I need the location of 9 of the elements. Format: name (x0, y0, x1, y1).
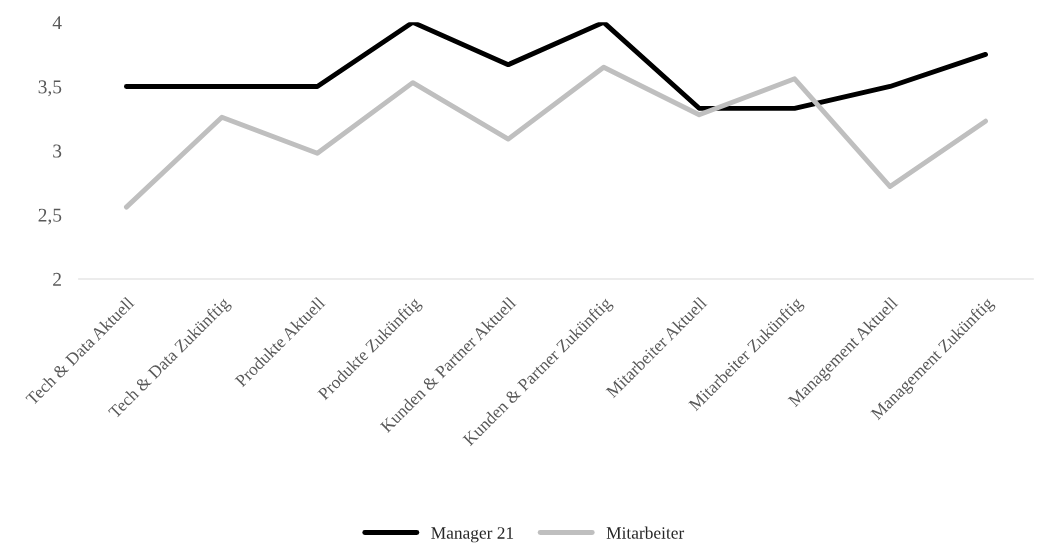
y-tick-label: 3 (53, 144, 62, 158)
line-series (123, 22, 988, 111)
legend-label: Manager 21 (431, 527, 514, 543)
y-tick-label: 2,5 (38, 208, 62, 225)
y-tick-label: 2 (53, 272, 61, 286)
legend-label: Mitarbeiter (606, 526, 685, 539)
y-tick-label: 4 (52, 16, 62, 30)
line-series (123, 64, 988, 210)
y-tick-label: 3,5 (38, 80, 62, 97)
